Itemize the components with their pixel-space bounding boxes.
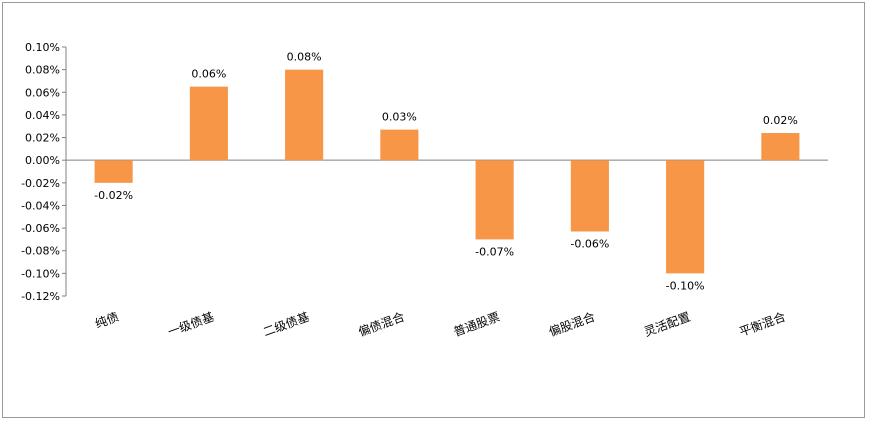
bar: [570, 160, 609, 232]
category-labels: 纯债 一级债基 二级债基 偏债混合 普通股票 偏股混合 灵活配置 平衡混合: [93, 309, 787, 340]
y-tick-label: 0.08%: [25, 64, 60, 77]
category-label: 平衡混合: [737, 309, 787, 340]
category-label: 纯债: [93, 310, 120, 331]
y-tick-label: -0.02%: [21, 177, 60, 190]
y-tick-label: -0.12%: [21, 290, 60, 303]
y-tick-label: 0.10%: [25, 41, 60, 54]
bar: [666, 160, 705, 274]
data-label: 0.02%: [763, 114, 798, 127]
category-label: 一级债基: [166, 310, 216, 340]
category-label: 灵活配置: [642, 310, 692, 340]
bars: [94, 69, 800, 274]
bar: [285, 69, 324, 161]
y-axis: 0.10%0.08%0.06%0.04%0.02%0.00%-0.02%-0.0…: [21, 41, 828, 303]
category-label: 偏股混合: [547, 309, 597, 340]
y-tick-label: -0.08%: [21, 245, 60, 258]
data-label: -0.07%: [475, 245, 514, 258]
chart-frame: [2, 2, 865, 418]
bar: [380, 129, 419, 161]
category-label: 二级债基: [261, 310, 311, 340]
data-label: 0.08%: [287, 51, 322, 64]
data-label: -0.02%: [94, 189, 133, 202]
y-tick-label: 0.06%: [25, 86, 60, 99]
category-label: 偏债混合: [356, 309, 406, 340]
data-label: -0.10%: [666, 279, 705, 292]
bar: [761, 133, 800, 161]
y-tick-label: 0.02%: [25, 132, 60, 145]
data-label: 0.06%: [191, 68, 226, 81]
y-tick-label: -0.10%: [21, 267, 60, 280]
y-tick-label: 0.04%: [25, 109, 60, 122]
y-tick-label: -0.06%: [21, 222, 60, 235]
y-tick-label: 0.00%: [25, 154, 60, 167]
y-tick-label: -0.04%: [21, 199, 60, 212]
bar: [94, 160, 133, 183]
bar: [475, 160, 514, 240]
bar: [189, 86, 228, 161]
data-label: 0.03%: [382, 111, 417, 124]
data-labels: -0.02% 0.06% 0.08% 0.03% -0.07% -0.06% -0.10% 0…: [94, 51, 798, 293]
category-label: 普通股票: [452, 310, 502, 340]
data-label: -0.06%: [570, 237, 609, 250]
